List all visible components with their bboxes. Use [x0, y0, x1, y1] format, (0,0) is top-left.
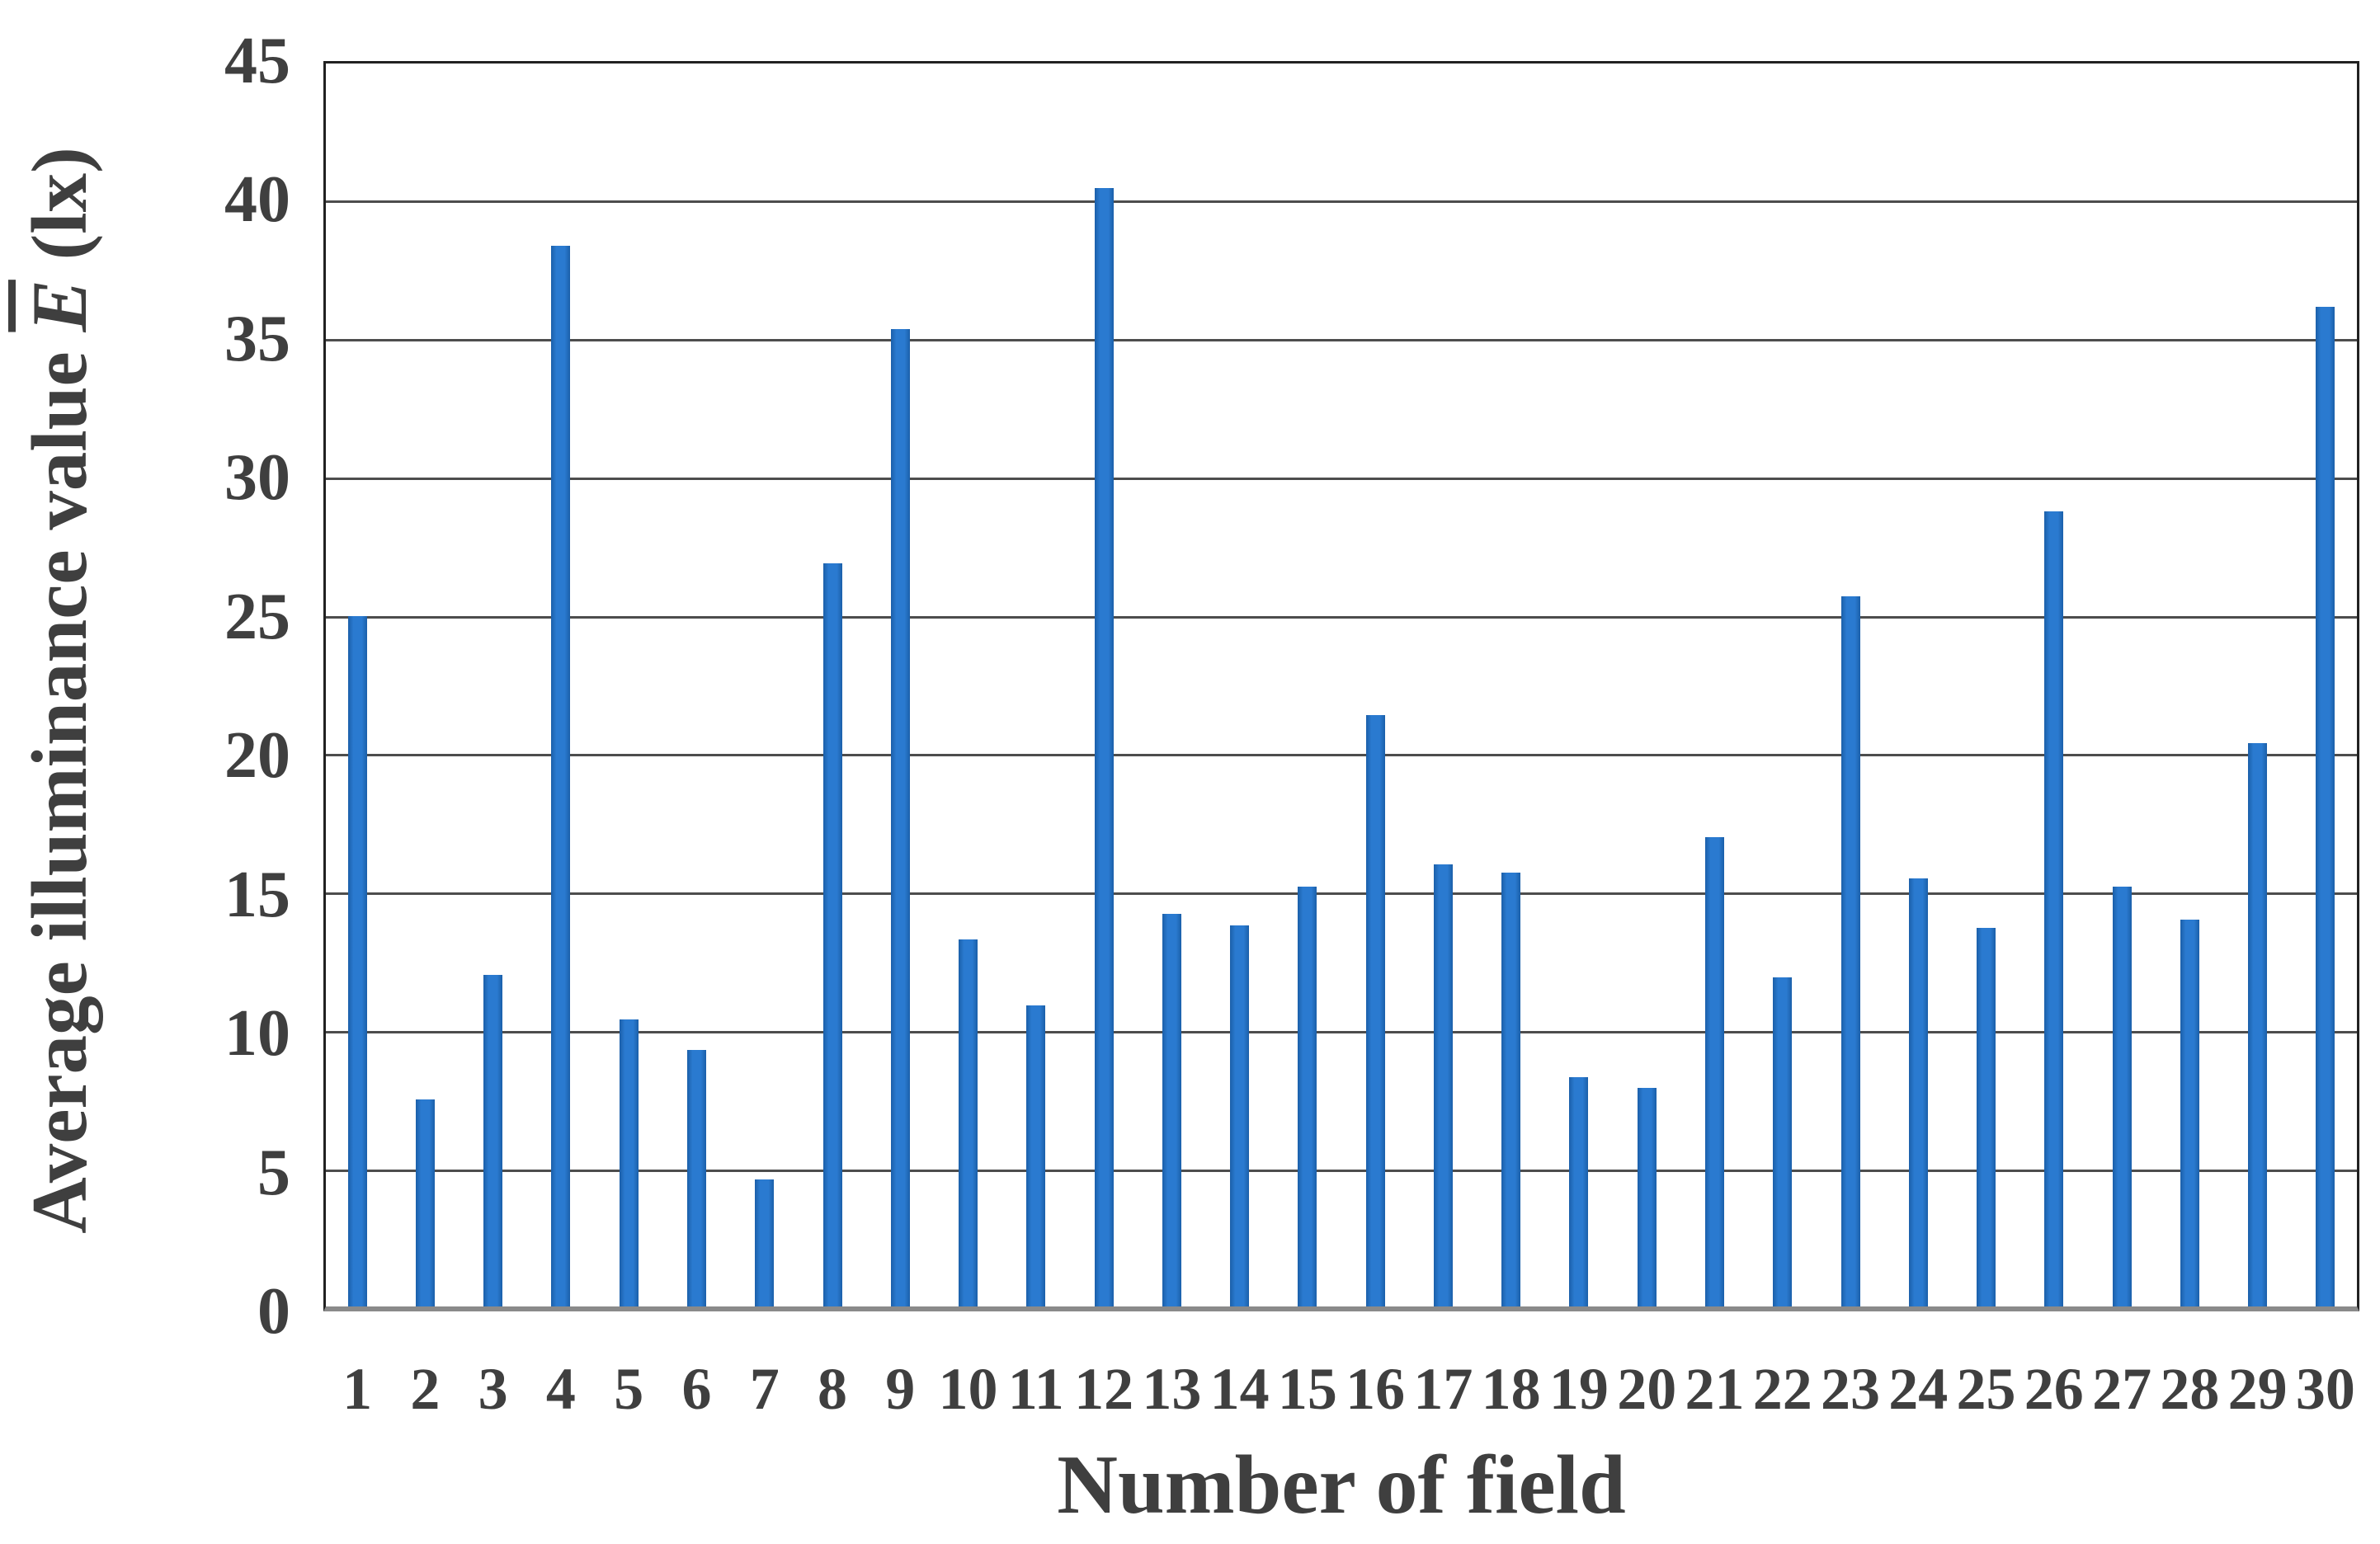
- y-tick-label-35: 35: [224, 302, 290, 375]
- bar-field-24: [1908, 878, 1928, 1306]
- x-tick-label-12: 12: [1074, 1356, 1134, 1422]
- x-tick-label-17: 17: [1413, 1356, 1473, 1422]
- x-tick-label-13: 13: [1142, 1356, 1202, 1422]
- y-tick-label-15: 15: [224, 858, 290, 931]
- bar-field-8: [822, 563, 842, 1306]
- y-tick-label-30: 30: [224, 441, 290, 515]
- y-tick-label-25: 25: [224, 580, 290, 653]
- bar-field-17: [1433, 864, 1453, 1306]
- x-tick-label-7: 7: [749, 1356, 780, 1422]
- x-tick-label-16: 16: [1346, 1356, 1406, 1422]
- x-tick-label-20: 20: [1617, 1356, 1677, 1422]
- x-tick-label-15: 15: [1277, 1356, 1337, 1422]
- gridline-25: [326, 615, 2357, 619]
- x-tick-label-29: 29: [2227, 1356, 2288, 1422]
- x-axis-title: Number of field: [1057, 1438, 1626, 1532]
- bar-field-5: [619, 1019, 639, 1306]
- y-tick-label-0: 0: [257, 1275, 290, 1348]
- y-tick-label-45: 45: [224, 25, 290, 97]
- gridline-40: [326, 200, 2357, 204]
- bar-field-13: [1162, 914, 1181, 1306]
- bar-field-4: [551, 246, 571, 1306]
- bar-field-30: [2316, 306, 2335, 1306]
- bar-field-15: [1298, 886, 1317, 1306]
- x-tick-label-4: 4: [545, 1356, 576, 1422]
- x-tick-label-11: 11: [1007, 1356, 1064, 1422]
- plot-area: [323, 61, 2359, 1311]
- x-tick-label-18: 18: [1481, 1356, 1541, 1422]
- x-tick-label-9: 9: [885, 1356, 916, 1422]
- y-tick-label-5: 5: [257, 1136, 290, 1209]
- gridline-5: [326, 1169, 2357, 1172]
- bar-field-28: [2180, 920, 2199, 1306]
- x-tick-label-2: 2: [410, 1356, 441, 1422]
- bar-field-2: [415, 1099, 435, 1306]
- x-tick-label-6: 6: [681, 1356, 712, 1422]
- x-tick-label-19: 19: [1548, 1356, 1609, 1422]
- x-tick-label-23: 23: [1821, 1356, 1880, 1422]
- x-tick-label-10: 10: [938, 1356, 998, 1422]
- x-tick-label-30: 30: [2295, 1356, 2355, 1422]
- x-tick-label-14: 14: [1209, 1356, 1270, 1422]
- x-tick-label-8: 8: [818, 1356, 847, 1422]
- bar-field-3: [483, 975, 503, 1306]
- y-tick-label-40: 40: [224, 163, 290, 237]
- y-tick-label-20: 20: [224, 719, 290, 793]
- bar-field-21: [1704, 836, 1724, 1306]
- bar-field-10: [959, 939, 978, 1306]
- gridline-20: [326, 754, 2357, 757]
- bar-field-18: [1501, 873, 1521, 1306]
- bar-field-25: [1977, 928, 1996, 1306]
- gridline-10: [326, 1030, 2357, 1033]
- bar-field-20: [1637, 1088, 1657, 1306]
- bar-field-29: [2248, 742, 2268, 1306]
- bar-field-7: [755, 1179, 775, 1306]
- x-tick-label-26: 26: [2024, 1356, 2084, 1422]
- x-tick-label-24: 24: [1888, 1356, 1949, 1422]
- x-tick-label-21: 21: [1685, 1356, 1745, 1422]
- bar-field-1: [347, 615, 367, 1306]
- bar-field-23: [1840, 596, 1860, 1306]
- x-tick-label-3: 3: [478, 1356, 508, 1422]
- x-tick-label-28: 28: [2160, 1356, 2220, 1422]
- bar-field-16: [1365, 715, 1385, 1306]
- bar-field-9: [890, 328, 910, 1306]
- bar-field-12: [1094, 187, 1114, 1306]
- gridline-35: [326, 339, 2357, 342]
- bar-field-26: [2044, 511, 2064, 1306]
- x-tick-label-5: 5: [614, 1356, 644, 1422]
- bar-field-27: [2112, 886, 2132, 1306]
- gridline-30: [326, 477, 2357, 480]
- x-tick-label-27: 27: [2092, 1356, 2152, 1422]
- bar-field-22: [1773, 977, 1793, 1306]
- gridline-15: [326, 892, 2357, 896]
- bar-field-11: [1026, 1005, 1046, 1306]
- x-tick-label-1: 1: [342, 1356, 373, 1422]
- bar-field-14: [1230, 925, 1250, 1306]
- bar-field-6: [686, 1049, 706, 1306]
- y-axis-title: Average illuminance value E (lx): [14, 64, 105, 1317]
- x-tick-label-22: 22: [1752, 1356, 1812, 1422]
- y-tick-label-10: 10: [224, 997, 290, 1071]
- x-tick-label-25: 25: [1956, 1356, 2016, 1422]
- bar-field-19: [1569, 1077, 1589, 1306]
